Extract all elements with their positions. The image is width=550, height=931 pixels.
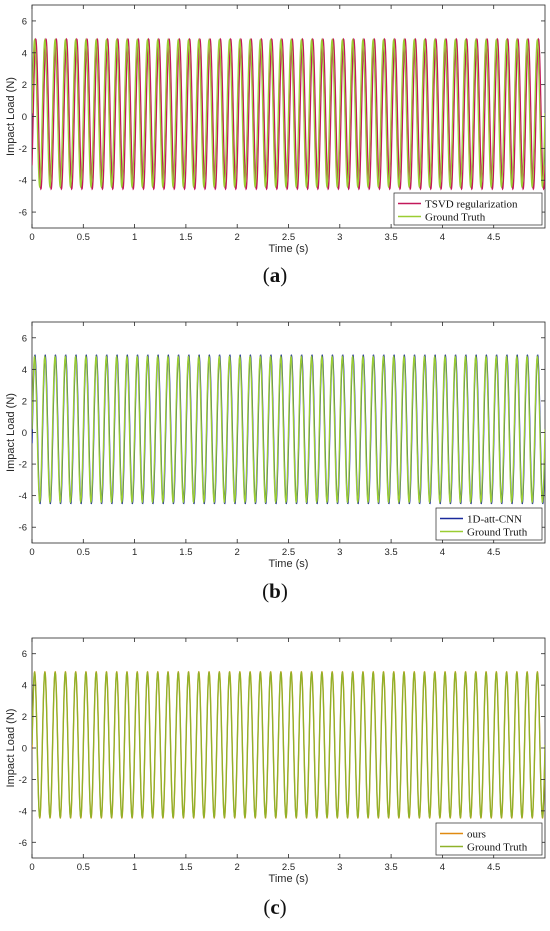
chart-panel-a: 0 0.5 1 1.5 2 2.5 3 3.5 4 4.5 -6 -4 -2 0 2 4 6 Time (s) Im… [5,4,546,255]
panel-label-a: a [269,263,281,287]
legend-entry-label: TSVD regularization [425,199,518,211]
y-tick-label: -6 [19,208,27,219]
x-tick-label: 2 [235,232,240,243]
x-tick-label: 3 [337,862,342,873]
y-tick-label: 6 [22,649,27,660]
x-axis-label: Time (s) [269,243,309,255]
legend-entry-label: 1D-att-CNN [467,514,522,526]
x-tick-label: 2.5 [282,232,295,243]
x-tick-label: 0 [29,232,34,243]
x-tick-label: 4 [440,232,445,243]
x-tick-label: 2 [235,547,240,558]
panel-caption-a: (a) [262,263,288,287]
series-line-1 [32,354,545,504]
y-tick-label: 0 [22,428,27,439]
y-axis-label: Impact Load (N) [5,393,17,472]
x-tick-label: 1.5 [179,232,192,243]
x-tick-label: 3 [337,232,342,243]
x-tick-label: 3.5 [384,232,397,243]
x-tick-label: 2.5 [282,547,295,558]
legend-box [393,192,543,226]
y-axis-label: Impact Load (N) [5,77,17,156]
y-tick-label: 0 [22,112,27,123]
x-tick-label: 1 [132,232,137,243]
legend-entry-label: Ground Truth [467,527,528,539]
x-tick-label: 4.5 [487,862,500,873]
y-tick-label: 4 [22,681,27,692]
chart-panel-c: 0 0.5 1 1.5 2 2.5 3 3.5 4 4.5 -6 -4 -2 0 2 4 6 Time (s) Im… [5,637,546,885]
x-tick-label: 2.5 [282,862,295,873]
y-tick-label: -4 [19,806,27,817]
x-tick-label: 3.5 [384,547,397,558]
x-tick-label: 2 [235,862,240,873]
x-axis-label: Time (s) [269,873,309,885]
series-line-1 [32,38,545,189]
x-tick-label: 1 [132,862,137,873]
x-tick-label: 3.5 [384,862,397,873]
x-tick-label: 4.5 [487,232,500,243]
x-tick-label: 1.5 [179,547,192,558]
panel-caption-c: (c) [263,895,287,919]
y-tick-label: -2 [19,775,27,786]
x-tick-label: 0 [29,862,34,873]
x-tick-label: 4.5 [487,547,500,558]
y-tick-label: -2 [19,144,27,155]
legend-box [435,507,543,541]
chart-panel-b: 0 0.5 1 1.5 2 2.5 3 3.5 4 4.5 -6 -4 -2 0 2 4 6 Time (s) Im… [5,321,546,570]
series-line-1 [32,670,545,819]
legend-entry-label: ours [467,829,486,841]
y-tick-label: 4 [22,365,27,376]
x-tick-label: 0.5 [77,232,90,243]
y-tick-label: 0 [22,744,27,755]
y-tick-label: 6 [22,333,27,344]
x-axis-label: Time (s) [269,558,309,570]
y-tick-label: 2 [22,80,27,91]
x-tick-label: 1.5 [179,862,192,873]
panel-label-b: b [269,579,281,603]
y-tick-label: -6 [19,523,27,534]
x-tick-label: 0 [29,547,34,558]
panel-label-c: c [270,895,280,919]
x-tick-label: 0.5 [77,547,90,558]
x-tick-label: 1 [132,547,137,558]
y-tick-label: 2 [22,712,27,723]
y-tick-label: 4 [22,48,27,59]
y-tick-label: -6 [19,838,27,849]
y-tick-label: -4 [19,491,27,502]
y-tick-label: 6 [22,16,27,27]
x-tick-label: 0.5 [77,862,90,873]
y-tick-label: -4 [19,176,27,187]
legend-entry-label: Ground Truth [425,212,486,224]
x-tick-label: 4 [440,547,445,558]
legend-entry-label: Ground Truth [467,842,528,854]
y-tick-label: 2 [22,396,27,407]
legend-box [435,822,543,856]
x-tick-label: 4 [440,862,445,873]
x-tick-label: 3 [337,547,342,558]
panel-caption-b: (b) [262,579,288,603]
y-axis-label: Impact Load (N) [5,709,17,788]
y-tick-label: -2 [19,460,27,471]
